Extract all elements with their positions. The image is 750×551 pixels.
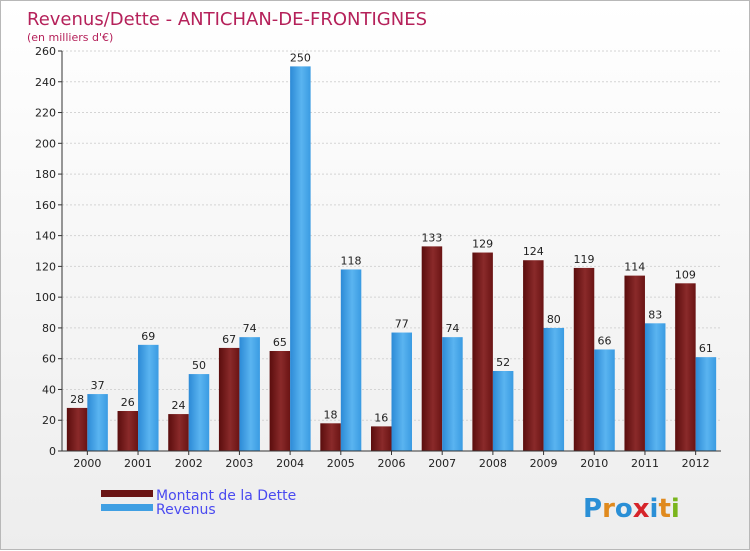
value-label-revenus-2007: 74 — [445, 322, 459, 335]
y-tick-label: 100 — [35, 291, 56, 304]
logo-letter-3: x — [633, 494, 650, 524]
x-tick-label-2004: 2004 — [276, 457, 304, 470]
legend-label-revenus: Revenus — [156, 502, 216, 518]
bar-dette-2012 — [675, 283, 696, 451]
value-label-dette-2000: 28 — [70, 393, 84, 406]
value-label-revenus-2003: 74 — [243, 322, 257, 335]
y-tick-label: 140 — [35, 230, 56, 243]
bars: 28 37 26 69 24 50 67 74 65 250 18 118 16 77 133 74 129 52… — [66, 51, 717, 451]
y-tick-label: 200 — [35, 137, 56, 150]
bar-revenus-2000 — [87, 394, 108, 451]
value-label-dette-2011: 114 — [624, 261, 645, 274]
value-label-revenus-2002: 50 — [192, 359, 206, 372]
y-tick-label: 0 — [49, 445, 56, 458]
bar-dette-2011 — [624, 275, 645, 451]
bar-revenus-2010 — [594, 349, 615, 451]
logo-letter-6: i — [671, 494, 680, 524]
y-tick-label: 40 — [42, 383, 56, 396]
gridlines — [62, 50, 721, 452]
bar-revenus-2006 — [391, 332, 412, 451]
bar-revenus-2001 — [138, 344, 159, 451]
bar-revenus-2012 — [695, 357, 717, 451]
value-label-dette-2010: 119 — [574, 253, 595, 266]
y-tick-label: 160 — [35, 199, 56, 212]
bar-dette-2007 — [421, 246, 443, 451]
logo-letter-5: t — [658, 494, 670, 524]
value-label-revenus-2008: 52 — [496, 356, 510, 369]
bar-dette-2010 — [573, 267, 595, 451]
bar-dette-2000 — [66, 407, 88, 451]
axes: 0 20 40 60 80 100 120 140 160 180 200 220 240 260 2000… — [35, 45, 721, 470]
x-tick-label-2008: 2008 — [479, 457, 507, 470]
value-label-revenus-2006: 77 — [395, 318, 409, 331]
value-label-dette-2004: 65 — [273, 336, 287, 349]
logo-letter-4: i — [650, 494, 659, 524]
value-label-dette-2009: 124 — [523, 245, 544, 258]
x-tick-label-2007: 2007 — [428, 457, 456, 470]
legend-swatch-dette — [101, 490, 153, 497]
bar-revenus-2008 — [492, 371, 514, 451]
value-label-revenus-2005: 118 — [341, 254, 362, 267]
value-label-dette-2005: 18 — [324, 408, 338, 421]
x-tick-label-2003: 2003 — [225, 457, 253, 470]
logo-letter-2: o — [615, 494, 633, 524]
y-tick-label: 240 — [35, 76, 56, 89]
x-tick-label-2012: 2012 — [682, 457, 710, 470]
bar-dette-2005 — [320, 423, 341, 451]
y-tick-label: 260 — [35, 45, 56, 58]
bar-dette-2001 — [117, 411, 139, 451]
bar-revenus-2009 — [543, 327, 565, 451]
value-label-dette-2008: 129 — [472, 238, 493, 251]
bar-dette-2004 — [269, 351, 291, 451]
value-label-dette-2007: 133 — [421, 231, 442, 244]
y-tick-label: 80 — [42, 322, 56, 335]
bar-revenus-2003 — [239, 337, 260, 451]
y-tick-label: 60 — [42, 353, 56, 366]
chart-subtitle: (en milliers d'€) — [27, 31, 113, 44]
bar-revenus-2005 — [340, 269, 362, 451]
value-label-revenus-2001: 69 — [141, 330, 155, 343]
bar-revenus-2002 — [188, 374, 210, 451]
value-label-revenus-2004: 250 — [290, 51, 311, 64]
bar-dette-2003 — [218, 347, 240, 451]
legend-label-dette: Montant de la Dette — [156, 488, 296, 504]
value-label-dette-2001: 26 — [121, 396, 135, 409]
y-tick-label: 20 — [42, 414, 56, 427]
logo-letter-0: P — [583, 494, 602, 524]
x-tick-label-2009: 2009 — [530, 457, 558, 470]
bar-dette-2002 — [168, 414, 189, 451]
x-tick-label-2005: 2005 — [327, 457, 355, 470]
y-tick-label: 220 — [35, 107, 56, 120]
value-label-revenus-2011: 83 — [648, 308, 662, 321]
bar-dette-2008 — [472, 252, 493, 451]
value-label-dette-2012: 109 — [675, 268, 696, 281]
value-label-dette-2002: 24 — [171, 399, 185, 412]
y-tick-label: 120 — [35, 260, 56, 273]
value-label-dette-2006: 16 — [374, 411, 388, 424]
bar-revenus-2004 — [290, 66, 311, 451]
value-label-revenus-2012: 61 — [699, 342, 713, 355]
legend: Montant de la Dette Revenus — [101, 488, 296, 518]
proxiti-logo: Proxiti — [583, 494, 680, 524]
value-label-revenus-2009: 80 — [547, 313, 561, 326]
x-tick-label-2011: 2011 — [631, 457, 659, 470]
value-label-revenus-2010: 66 — [598, 334, 612, 347]
value-label-revenus-2000: 37 — [91, 379, 105, 392]
chart-title: Revenus/Dette - ANTICHAN-DE-FRONTIGNES — [27, 9, 427, 30]
bar-revenus-2007 — [442, 337, 463, 451]
x-tick-label-2001: 2001 — [124, 457, 152, 470]
x-tick-label-2010: 2010 — [580, 457, 608, 470]
value-label-dette-2003: 67 — [222, 333, 236, 346]
y-tick-label: 180 — [35, 168, 56, 181]
legend-swatch-revenus — [101, 504, 153, 511]
x-tick-label-2006: 2006 — [378, 457, 406, 470]
bar-dette-2006 — [371, 426, 392, 451]
logo-letter-1: r — [602, 494, 615, 524]
x-tick-label-2002: 2002 — [175, 457, 203, 470]
x-tick-label-2000: 2000 — [73, 457, 101, 470]
bar-revenus-2011 — [644, 323, 666, 451]
bar-dette-2009 — [523, 260, 544, 451]
